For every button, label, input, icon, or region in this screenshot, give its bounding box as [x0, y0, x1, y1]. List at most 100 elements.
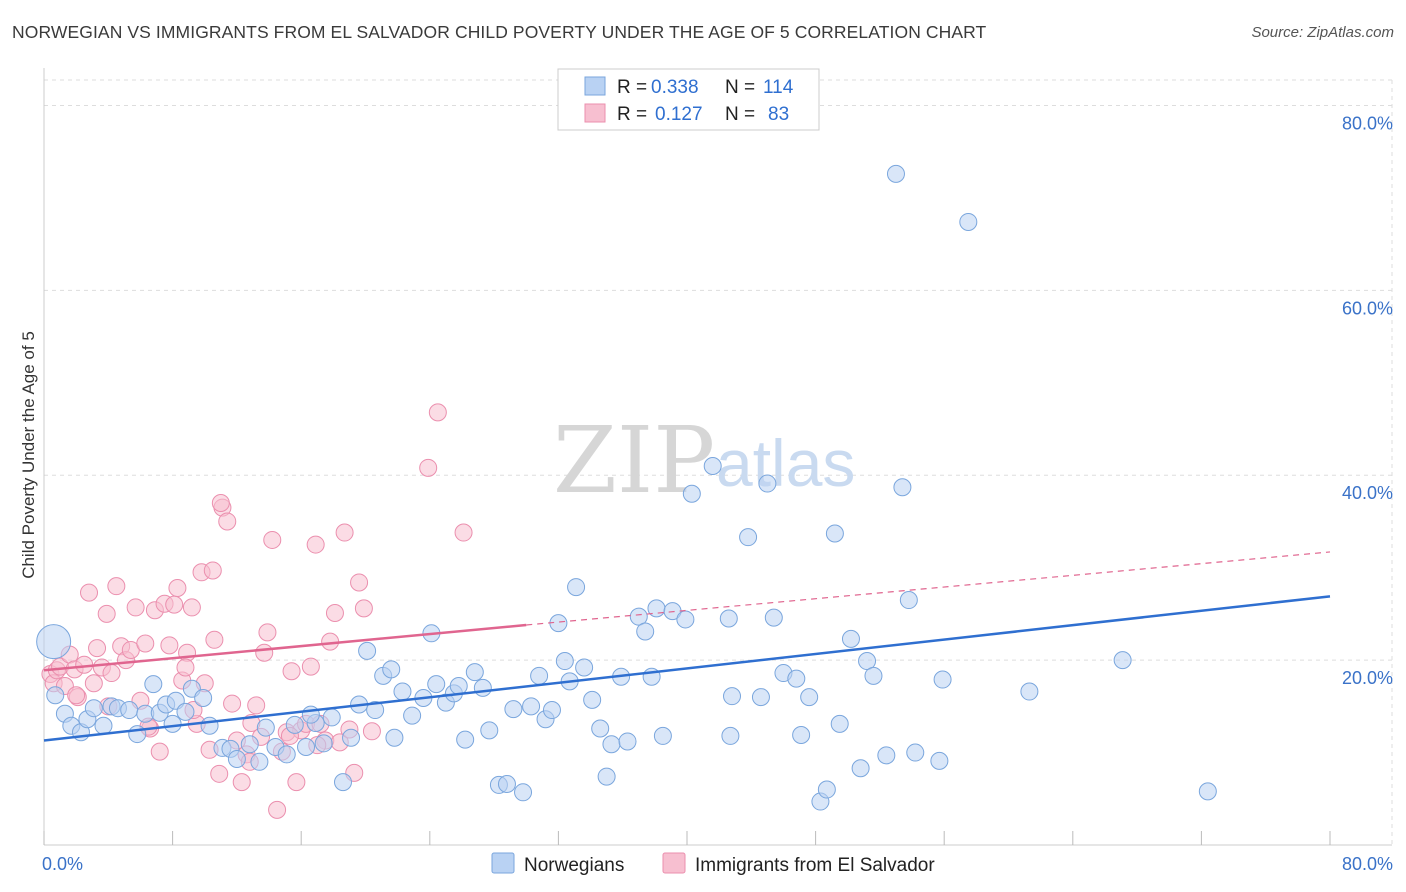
data-point-norwegian [285, 715, 304, 734]
legend-label-norwegians: Norwegians [524, 855, 624, 876]
data-point-norwegian [456, 730, 475, 749]
data-point-el-salvador [97, 604, 116, 623]
x-tick-label: 0.0% [42, 854, 83, 874]
data-point-el-salvador [168, 579, 187, 598]
data-point-el-salvador [80, 583, 99, 602]
data-point-el-salvador [282, 662, 301, 681]
data-point-norwegian [542, 701, 561, 720]
data-point-el-salvador [428, 403, 447, 422]
trendline-el-salvador-extension [526, 551, 1331, 626]
data-point-norwegian [366, 701, 385, 720]
data-point-norwegian [682, 484, 701, 503]
data-point-norwegian [719, 609, 738, 628]
data-point-norwegian [933, 670, 952, 689]
data-point-norwegian [314, 734, 333, 753]
data-point-el-salvador [203, 561, 222, 580]
data-point-el-salvador [350, 573, 369, 592]
trendline-el-salvador [43, 623, 527, 672]
data-point-el-salvador [211, 493, 230, 512]
legend-r-label: R = [617, 104, 647, 125]
data-point-norwegian [636, 622, 655, 641]
data-point-norwegian [163, 714, 182, 733]
data-point-norwegian [817, 780, 836, 799]
data-point-norwegian [46, 686, 65, 705]
source-credit: Source: ZipAtlas.com [1251, 24, 1394, 41]
data-point-norwegian [864, 666, 883, 685]
data-point-norwegian [597, 767, 616, 786]
data-point-el-salvador [88, 639, 107, 658]
trendline-norwegians [43, 595, 1331, 742]
data-point-norwegian [959, 212, 978, 231]
tick-labels: 20.0% 40.0% 60.0% 80.0% 0.0% 80.0% [42, 113, 1393, 874]
data-point-norwegian [555, 652, 574, 671]
chart-title: NORWEGIAN VS IMMIGRANTS FROM EL SALVADOR… [12, 22, 987, 42]
data-point-norwegian [886, 164, 905, 183]
legend-swatch-el-salvador [662, 852, 686, 874]
legend-r-value: 0.338 [651, 77, 699, 98]
data-point-norwegian [250, 752, 269, 771]
legend-n-label: N = [725, 104, 755, 125]
data-point-norwegian [144, 675, 163, 694]
data-point-norwegian [906, 743, 925, 762]
data-point-norwegian [473, 678, 492, 697]
data-point-norwegian [676, 610, 695, 629]
data-point-norwegian [194, 689, 213, 708]
trend-lines [43, 551, 1331, 742]
data-point-el-salvador [354, 599, 373, 618]
data-point-norwegian [758, 474, 777, 493]
data-point-norwegian [825, 524, 844, 543]
y-tick-label: 40.0% [1342, 483, 1393, 503]
data-point-el-salvador [306, 535, 325, 554]
series-norwegians-points [36, 164, 1217, 811]
data-point-el-salvador [287, 773, 306, 792]
data-point-norwegian [830, 714, 849, 733]
data-point-norwegian [277, 745, 296, 764]
data-point-norwegian [427, 675, 446, 694]
data-point-norwegian [497, 774, 516, 793]
y-tick-label: 20.0% [1342, 668, 1393, 688]
data-point-norwegian [591, 719, 610, 738]
stats-legend: R = 0.338 N = 114 R = 0.127 N = 83 [557, 68, 820, 131]
data-point-el-salvador [258, 623, 277, 642]
data-point-norwegian [602, 735, 621, 754]
data-point-norwegian [575, 658, 594, 677]
data-point-norwegian [792, 725, 811, 744]
data-point-norwegian [128, 725, 147, 744]
data-point-el-salvador [335, 523, 354, 542]
data-point-norwegian [504, 700, 523, 719]
data-point-el-salvador [268, 800, 287, 819]
legend-n-label: N = [725, 77, 755, 98]
legend-r-label: R = [617, 77, 647, 98]
data-point-el-salvador [67, 686, 86, 705]
data-point-el-salvador [325, 603, 344, 622]
y-axis-label: Child Poverty Under the Age of 5 [19, 331, 38, 579]
watermark: ZIP atlas [553, 407, 855, 514]
data-point-el-salvador [218, 512, 237, 531]
data-point-norwegian [36, 624, 72, 660]
data-point-el-salvador [165, 595, 184, 614]
legend-swatch-norwegians [584, 76, 606, 96]
data-point-el-salvador [255, 643, 274, 662]
y-tick-label: 80.0% [1342, 113, 1393, 133]
data-point-el-salvador [126, 598, 145, 617]
data-point-norwegian [480, 721, 499, 740]
data-point-norwegian [723, 687, 742, 706]
legend-swatch-el-salvador [584, 103, 606, 123]
data-point-el-salvador [454, 523, 473, 542]
data-point-norwegian [800, 688, 819, 707]
data-point-norwegian [851, 759, 870, 778]
data-point-el-salvador [263, 530, 282, 549]
watermark-atlas: atlas [716, 426, 855, 500]
data-point-norwegian [893, 478, 912, 497]
data-point-norwegian [333, 773, 352, 792]
data-point-el-salvador [210, 764, 229, 783]
data-point-norwegian [877, 746, 896, 765]
data-point-norwegian [297, 738, 316, 757]
data-point-el-salvador [102, 664, 121, 683]
data-point-el-salvador [205, 630, 224, 649]
data-point-norwegian [120, 701, 139, 720]
data-point-norwegian [618, 732, 637, 751]
data-point-norwegian [721, 726, 740, 745]
data-point-norwegian [256, 718, 275, 737]
